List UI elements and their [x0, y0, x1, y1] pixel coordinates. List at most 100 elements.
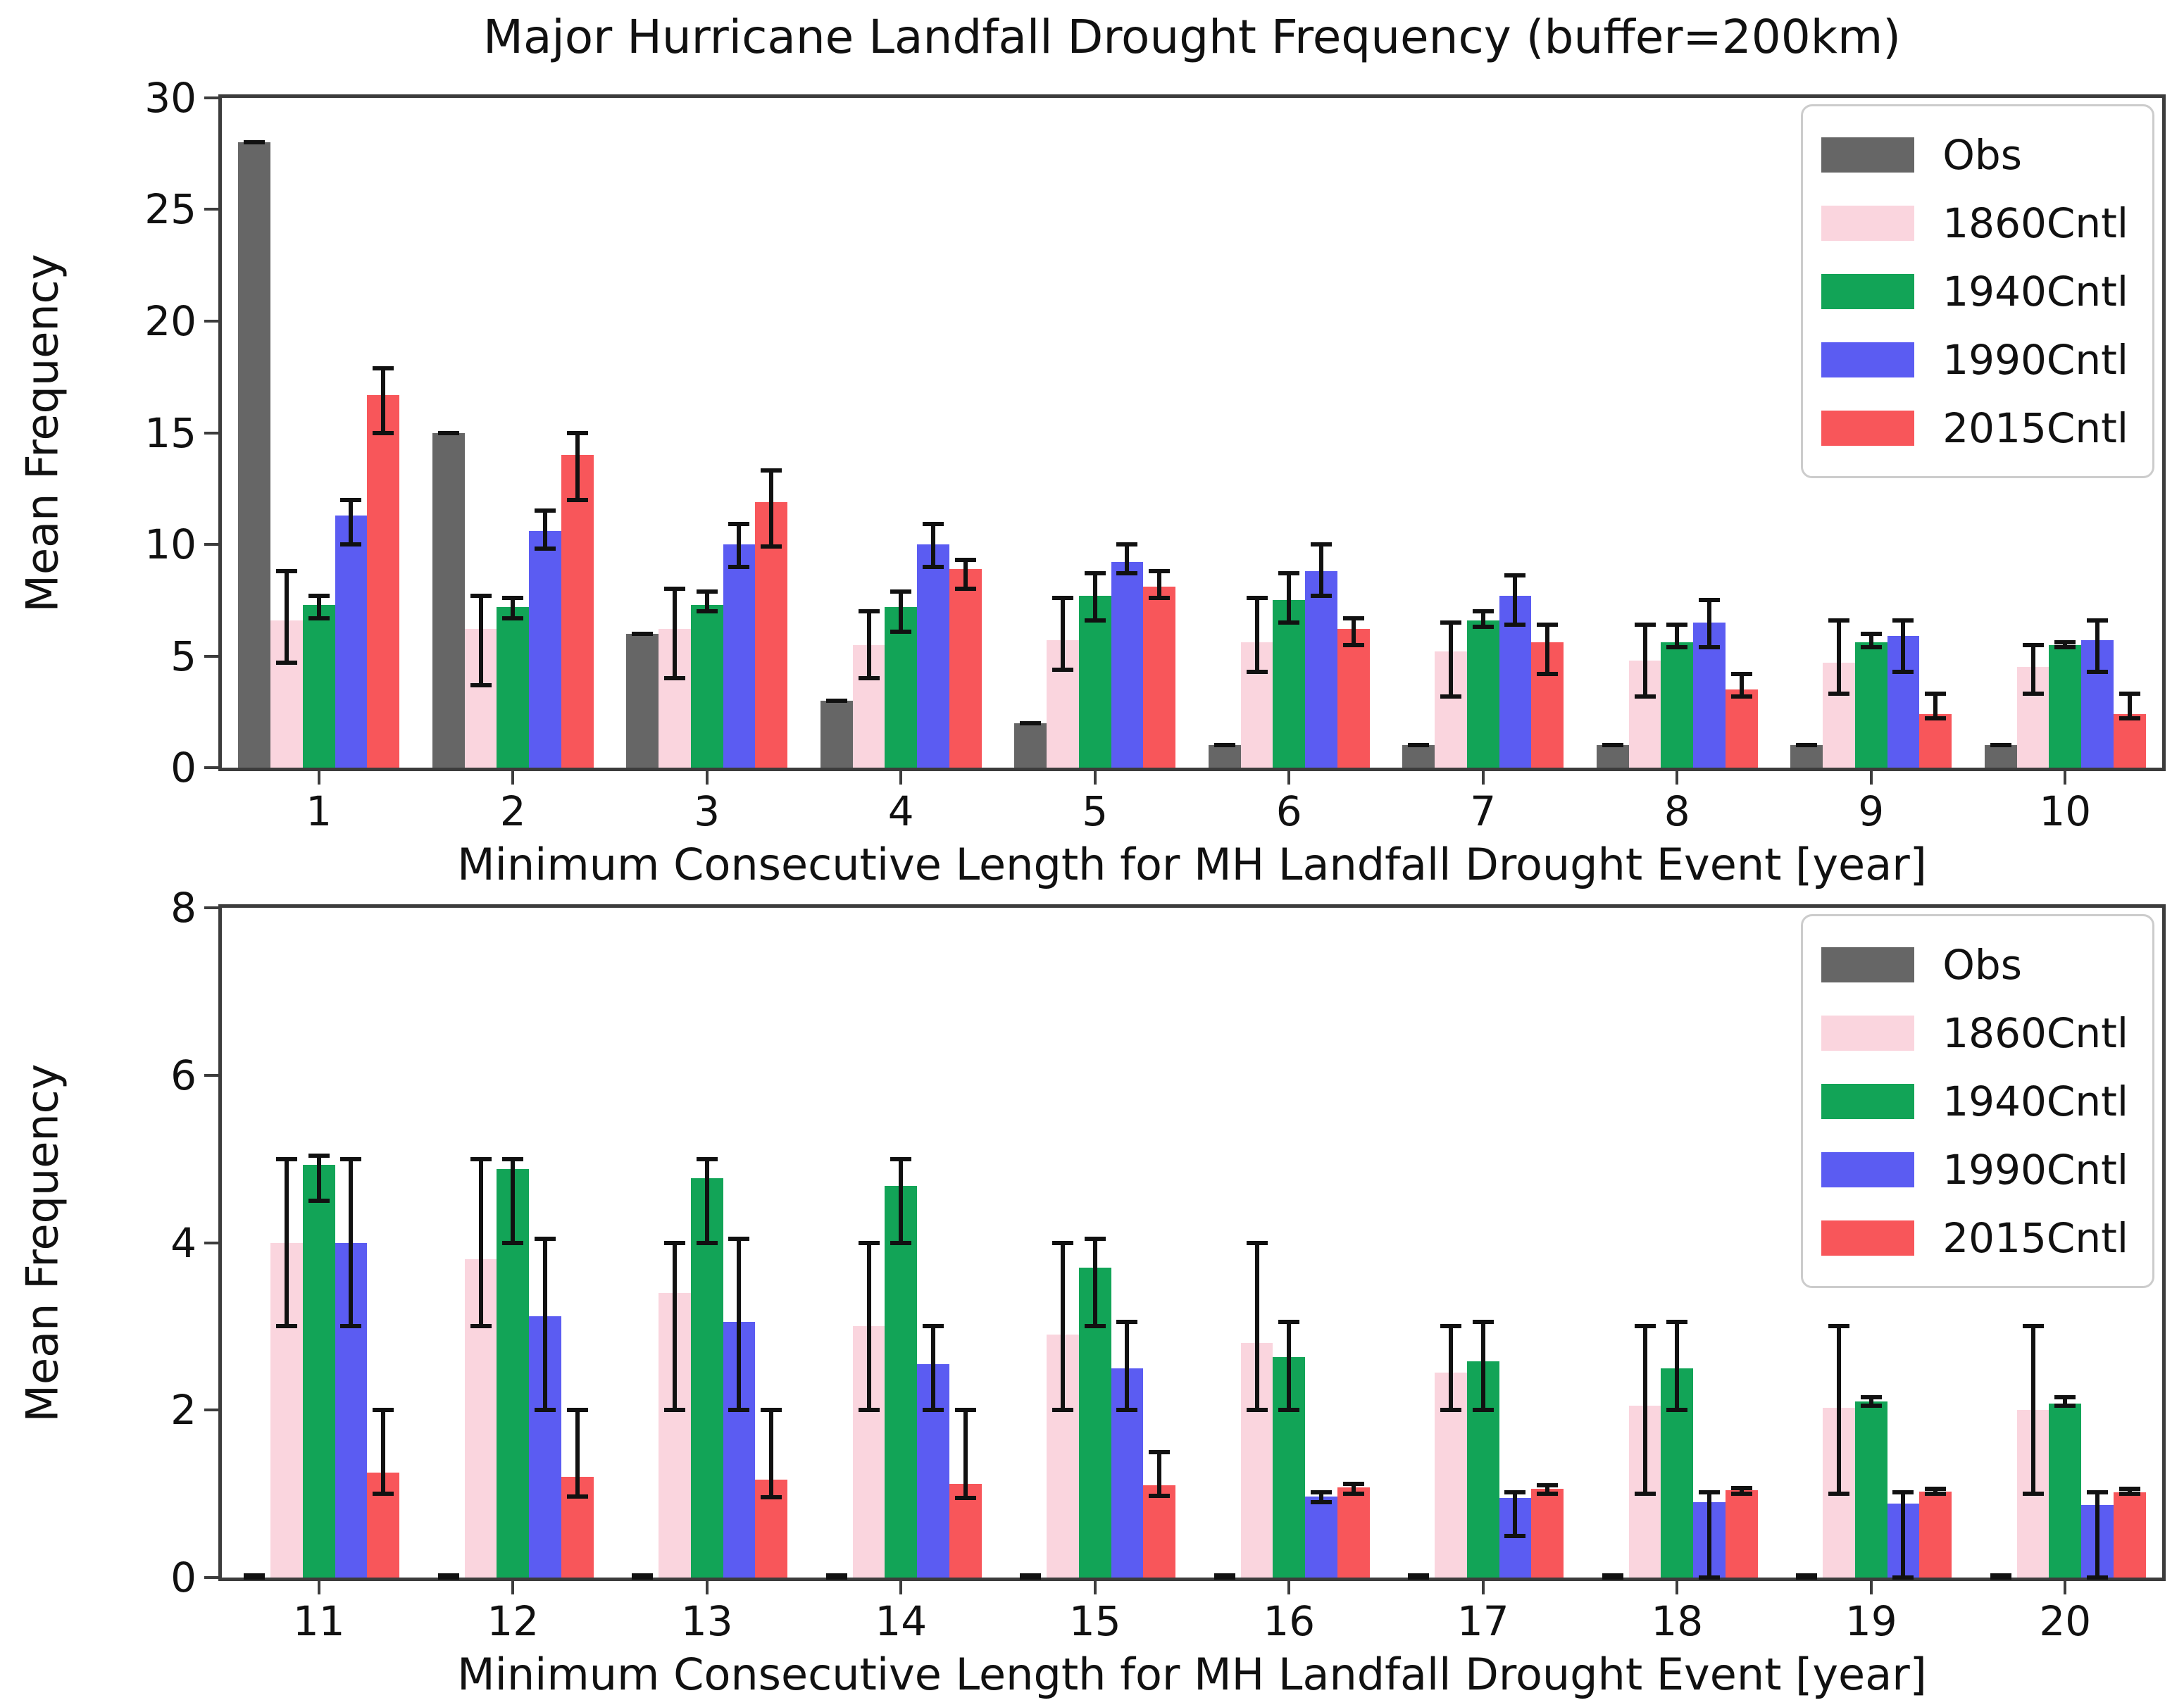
error-bar	[1739, 1487, 1744, 1494]
bar-2015cntl-x18	[1725, 1490, 1758, 1578]
error-bar	[478, 595, 483, 685]
error-bar	[673, 1242, 678, 1411]
error-bar-cap-top	[890, 1156, 912, 1161]
error-bar	[1642, 625, 1647, 697]
bar-1940cntl-x6	[1273, 600, 1306, 768]
error-bar-cap-bottom	[437, 430, 459, 435]
error-bar	[1513, 575, 1518, 625]
bar-2015cntl-x9	[1919, 713, 1952, 768]
error-bar	[1868, 1397, 1873, 1406]
error-bar-cap-bottom	[2119, 1492, 2140, 1497]
error-bar-cap-top	[761, 468, 782, 473]
error-bar-cap-bottom	[1537, 1492, 1559, 1497]
legend-item-1990cntl: 1990Cntl	[1821, 325, 2128, 394]
error-bar-cap-top	[1052, 1240, 1074, 1245]
error-bar	[1254, 1242, 1259, 1411]
error-bar	[1642, 1326, 1647, 1494]
error-bar-cap-top	[1440, 620, 1462, 625]
error-bar-cap-top	[2054, 640, 2076, 645]
y-tick-label: 4	[170, 1218, 196, 1267]
error-bar-cap-top	[534, 1236, 556, 1241]
y-tick	[204, 1409, 219, 1412]
x-tick	[1869, 1581, 1873, 1594]
error-bar-cap-top	[1504, 1489, 1526, 1494]
error-bar	[1545, 1485, 1550, 1494]
error-bar-cap-top	[1310, 1489, 1332, 1494]
legend-item-1860cntl: 1860Cntl	[1821, 999, 2128, 1067]
error-bar-cap-bottom	[954, 1496, 976, 1501]
error-bar	[704, 591, 709, 612]
error-bar-cap-top	[1925, 1487, 1947, 1491]
error-bar-cap-bottom	[1860, 644, 1882, 649]
error-bar	[1318, 1492, 1323, 1503]
bar-obs-x6	[1208, 745, 1241, 768]
legend-label: 1940Cntl	[1942, 1077, 2128, 1125]
error-bar-cap-top	[276, 1156, 298, 1161]
error-bar-cap-bottom	[1408, 1573, 1430, 1578]
y-tick-label: 6	[170, 1051, 196, 1099]
error-bar-cap-bottom	[276, 1324, 298, 1329]
error-bar-cap-bottom	[1828, 692, 1850, 697]
error-bar-cap-bottom	[1860, 1404, 1882, 1409]
error-bar-cap-bottom	[1246, 1408, 1268, 1413]
y-tick-label: 30	[144, 74, 196, 122]
error-bar	[511, 598, 516, 618]
error-bar-cap-top	[1310, 542, 1332, 547]
legend-swatch-icon	[1821, 205, 1915, 241]
error-bar	[349, 1158, 354, 1327]
error-bar-cap-bottom	[1796, 743, 1818, 748]
error-bar-cap-bottom	[1116, 571, 1138, 576]
error-bar-cap-top	[1537, 1483, 1559, 1488]
legend-swatch-icon	[1821, 410, 1915, 446]
error-bar-cap-bottom	[1796, 1573, 1818, 1578]
error-bar-cap-top	[2119, 692, 2140, 697]
x-tick	[705, 1581, 709, 1594]
error-bar-cap-bottom	[1537, 671, 1559, 676]
error-bar	[542, 1238, 547, 1411]
error-bar-cap-bottom	[1602, 743, 1623, 748]
error-bar	[2030, 644, 2035, 694]
bar-1990cntl-x3	[723, 544, 756, 768]
x-tick	[1481, 771, 1485, 785]
error-bar	[866, 1242, 871, 1411]
bar-1940cntl-x14	[885, 1185, 918, 1578]
bar-1940cntl-x1	[302, 604, 335, 768]
error-bar-cap-top	[922, 522, 944, 527]
error-bar-cap-top	[664, 1240, 686, 1245]
error-bar	[1675, 1322, 1680, 1411]
error-bar-cap-top	[1278, 1320, 1300, 1325]
x-tick-label: 6	[1275, 787, 1302, 835]
error-bar-cap-top	[696, 589, 718, 594]
error-bar	[1837, 620, 1842, 694]
x-tick	[1093, 1581, 1097, 1594]
x-axis-label-top: Minimum Consecutive Length for MH Landfa…	[457, 839, 1927, 890]
error-bar	[1706, 600, 1711, 647]
error-bar	[1901, 620, 1906, 672]
y-tick	[204, 542, 219, 546]
error-bar-cap-top	[502, 1156, 524, 1161]
y-tick	[204, 1576, 219, 1579]
error-bar	[1061, 1242, 1066, 1411]
error-bar-cap-top	[1278, 571, 1300, 576]
error-bar-cap-bottom	[1892, 669, 1914, 674]
error-bar-cap-bottom	[1634, 1492, 1656, 1497]
x-tick-label: 17	[1456, 1597, 1509, 1645]
error-bar-cap-top	[1666, 623, 1688, 627]
y-tick	[204, 208, 219, 211]
x-tick-label: 8	[1664, 787, 1690, 835]
y-tick-label: 0	[170, 1554, 196, 1601]
error-bar-cap-top	[954, 558, 976, 563]
bar-1940cntl-x4	[885, 606, 918, 768]
error-bar-cap-bottom	[1504, 623, 1526, 627]
error-bar-cap-bottom	[632, 1573, 654, 1578]
error-bar-cap-top	[1149, 1449, 1171, 1454]
error-bar	[511, 1158, 516, 1243]
legend-label: 1990Cntl	[1942, 1145, 2128, 1194]
error-bar	[2063, 1397, 2068, 1406]
error-bar-cap-bottom	[1990, 1573, 2011, 1578]
x-tick	[899, 771, 903, 785]
error-bar-cap-top	[566, 430, 588, 435]
error-bar-cap-bottom	[1084, 1324, 1106, 1329]
y-tick	[204, 654, 219, 658]
legend-label: 1860Cntl	[1942, 199, 2128, 247]
